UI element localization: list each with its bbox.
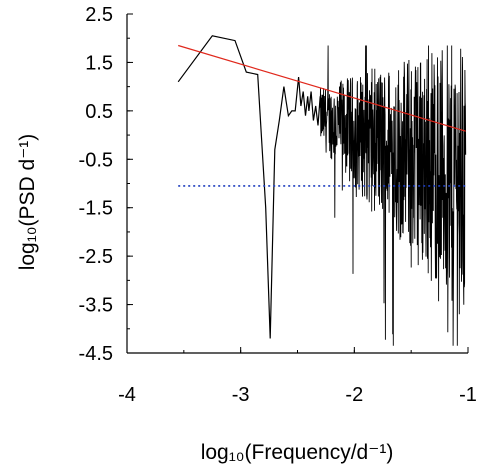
y-tick-label: 1.5 (85, 52, 113, 74)
axes: 2.5 1.5 0.5 -0.5 -1.5 -2.5 -3.5 -4.5-4 -3 -2 -1 (79, 4, 477, 406)
y-tick-label: -2.5 (79, 246, 113, 268)
x-axis-label: log₁₀(Frequency/d⁻¹) (201, 441, 394, 464)
psd-series-noise-line (319, 45, 467, 346)
y-tick-label: -4.5 (79, 343, 113, 365)
x-tick-label: -1 (459, 384, 477, 406)
y-tick-label: -0.5 (79, 149, 113, 171)
psd-series-line (177, 35, 321, 339)
x-tick-label: -2 (345, 384, 363, 406)
y-tick-label: -3.5 (79, 295, 113, 317)
fit-line (178, 44, 466, 132)
y-tick-label: 0.5 (85, 101, 113, 123)
x-tick-label: -4 (118, 384, 136, 406)
plot-data-layer (177, 35, 467, 346)
y-tick-label: -1.5 (79, 198, 113, 220)
y-tick-label: 2.5 (85, 4, 113, 26)
y-axis-label: log₁₀(PSD d⁻¹) (16, 134, 39, 271)
x-tick-label: -3 (232, 384, 250, 406)
